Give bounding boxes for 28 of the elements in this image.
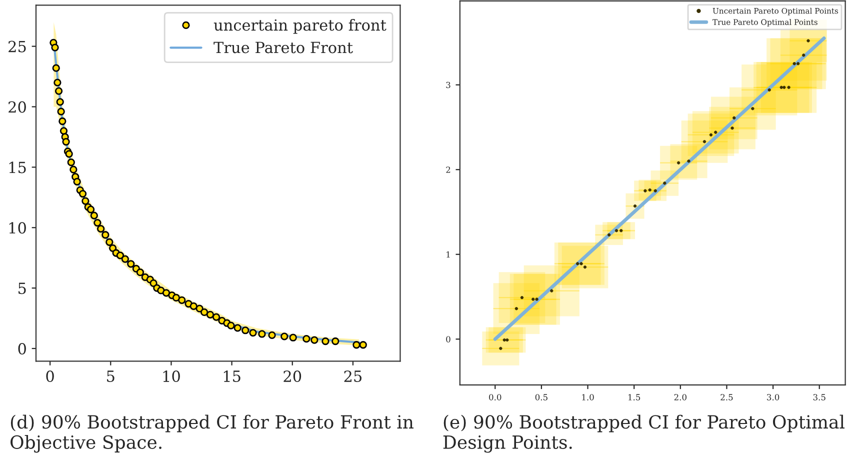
x-tick-label: 5 [107,370,114,382]
x-tick-label: 10 [163,370,180,382]
text: (e) 90% Bootstrapped CI for Pareto Optimal Design Points. [443,414,844,453]
x-tick-label: 0 [46,370,54,382]
y-tick-label: 1 [446,251,450,258]
x-tick-label: 25 [344,370,362,382]
text: (d) 90% Bootstrapped CI for Pareto Front in Objective Space. [10,414,414,453]
legend-label: uncertain pareto front [214,18,386,34]
x-tick-label: 0.5 [535,394,548,400]
x-tick-label: 1.0 [582,394,594,400]
y-tick-label: 2 [446,166,450,173]
y-tick-label: 3 [446,82,450,88]
x-tick-label: 20 [284,370,302,382]
x-tick-label: 2.5 [720,394,733,400]
x-tick-label: 15 [224,370,240,382]
x-tick-label: 1.5 [628,394,640,400]
y-tick-label: 5 [18,282,26,294]
x-tick-label: 2.0 [674,394,686,400]
y-tick-label: 0 [18,342,26,355]
x-tick-label: 3.5 [813,394,826,400]
y-tick-label: 20 [8,101,26,113]
y-tick-label: 10 [9,222,26,234]
x-tick-label: 3.0 [767,394,780,400]
y-tick-label: 15 [9,162,26,174]
legend-label: True Pareto Front [214,42,353,54]
x-tick-label: 0.0 [489,394,502,400]
y-tick-label: 25 [8,40,26,52]
y-tick-label: 0 [446,336,450,342]
